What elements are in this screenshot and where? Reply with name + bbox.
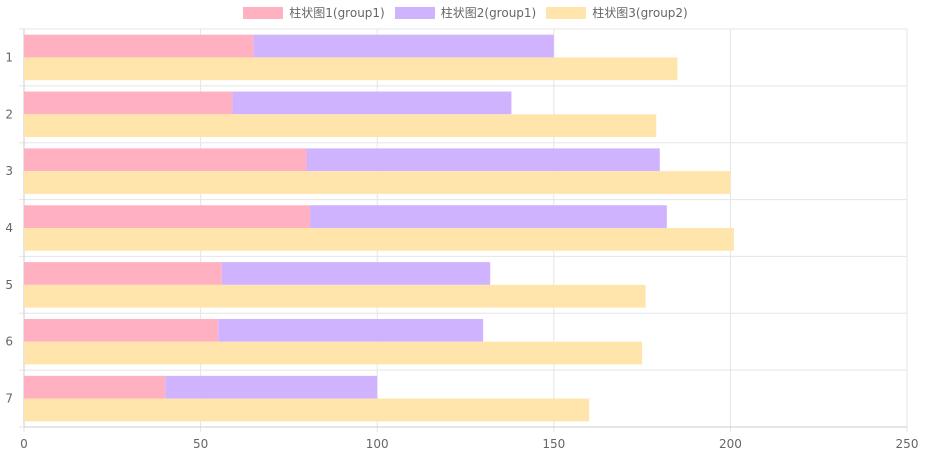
legend-label-series-3: 柱状图3(group2) xyxy=(592,6,688,20)
y-tick-label: 4 xyxy=(5,221,13,235)
bar-series-1 xyxy=(24,262,222,285)
legend-item-series-3[interactable]: 柱状图3(group2) xyxy=(546,4,688,21)
bar-series-2 xyxy=(232,91,512,115)
legend-swatch-series-3 xyxy=(546,6,587,19)
bar-series-3 xyxy=(24,284,646,308)
x-tick-label: 0 xyxy=(20,437,28,451)
bar-series-2 xyxy=(221,262,491,285)
bar-series-3 xyxy=(24,171,731,194)
y-tick-label: 7 xyxy=(5,392,13,406)
x-tick-label: 100 xyxy=(366,437,389,451)
bar-series-2 xyxy=(165,375,378,399)
bar-series-3 xyxy=(24,114,657,138)
y-tick-label: 5 xyxy=(5,278,13,292)
bar-series-1 xyxy=(24,318,219,342)
y-tick-label: 3 xyxy=(5,164,13,178)
bar-series-3 xyxy=(24,341,643,365)
y-tick-label: 6 xyxy=(5,335,13,349)
legend-label-series-1: 柱状图1(group1) xyxy=(289,6,385,20)
y-tick-label: 2 xyxy=(5,107,13,121)
bar-series-3 xyxy=(24,57,678,81)
legend-swatch-series-2 xyxy=(394,6,435,19)
bar-series-3 xyxy=(24,228,734,251)
bar-series-1 xyxy=(24,205,311,228)
bar-series-2 xyxy=(218,318,484,342)
legend-item-series-2[interactable]: 柱状图2(group1) xyxy=(394,4,537,21)
bar-series-1 xyxy=(24,148,307,172)
y-tick-label: 1 xyxy=(5,50,13,64)
legend-label-series-2: 柱状图2(group1) xyxy=(440,6,537,20)
bar-series-3 xyxy=(24,398,590,422)
x-tick-label: 150 xyxy=(542,437,565,451)
bar-series-1 xyxy=(24,91,233,115)
bar-series-1 xyxy=(24,375,166,399)
bar-series-1 xyxy=(24,34,254,58)
x-tick-label: 50 xyxy=(193,437,208,451)
bar-series-2 xyxy=(310,205,667,228)
legend-item-series-1[interactable]: 柱状图1(group1) xyxy=(243,4,385,21)
x-tick-label: 200 xyxy=(719,437,742,451)
bar-series-2 xyxy=(253,34,554,58)
x-tick-label: 250 xyxy=(896,437,919,451)
legend: 柱状图1(group1) 柱状图2(group1) 柱状图3(group2) xyxy=(0,4,931,21)
bar-series-2 xyxy=(306,148,660,172)
legend-swatch-series-1 xyxy=(243,6,284,19)
